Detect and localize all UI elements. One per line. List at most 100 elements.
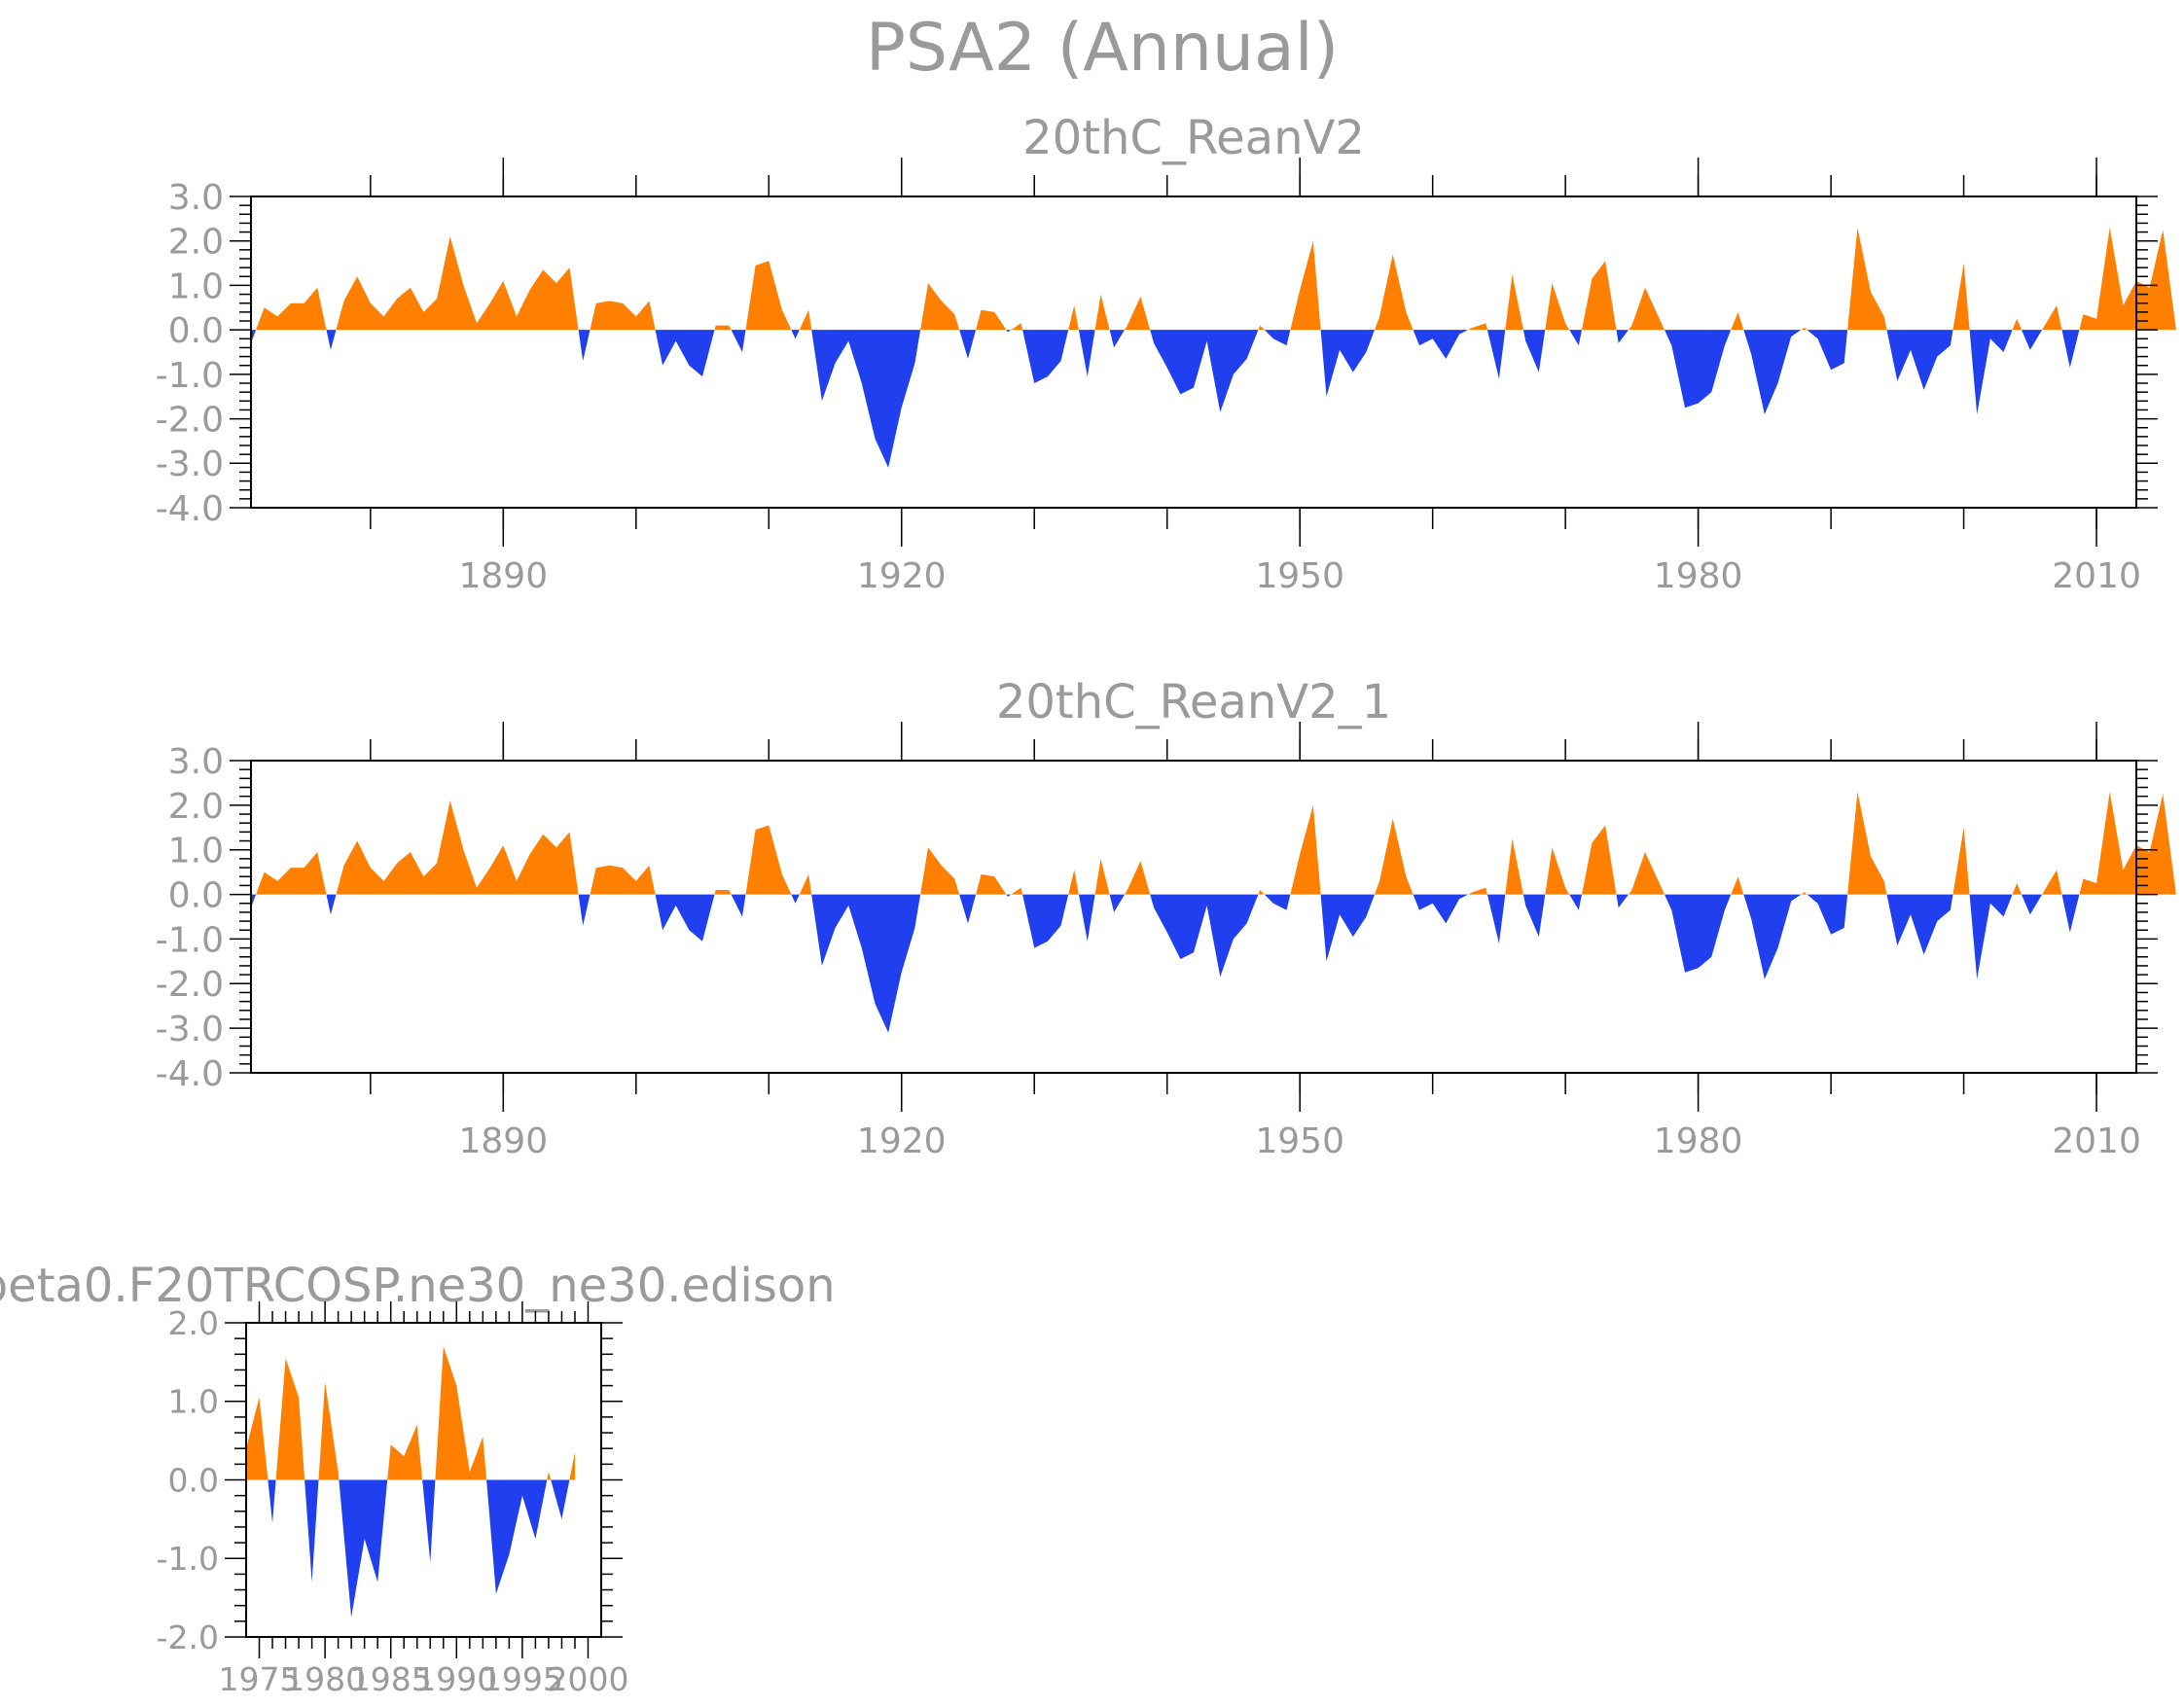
positive-anomaly-area — [1375, 254, 1414, 331]
negative-anomaly-area — [1150, 330, 1259, 412]
positive-anomaly-area — [714, 325, 732, 331]
negative-anomaly-area — [1743, 330, 1802, 414]
positive-anomaly-area — [1068, 870, 1079, 895]
negative-anomaly-area — [1522, 894, 1546, 938]
negative-anomaly-area — [1807, 894, 1848, 935]
positive-anomaly-area — [976, 309, 1007, 331]
positive-anomaly-area — [1505, 274, 1523, 331]
positive-anomaly-area — [2079, 228, 2176, 331]
negative-anomaly-area — [326, 894, 337, 915]
negative-anomaly-area — [791, 330, 800, 339]
positive-anomaly-area — [1952, 827, 1970, 895]
negative-anomaly-area — [1569, 894, 1582, 910]
positive-anomaly-area — [1582, 261, 1617, 331]
negative-anomaly-area — [339, 1479, 388, 1618]
y-tick-label: 2.0 — [168, 1304, 219, 1342]
negative-anomaly-area — [811, 330, 921, 468]
x-tick-label: 2010 — [2052, 1121, 2141, 1161]
positive-anomaly-area — [336, 236, 579, 331]
y-tick-label: -4.0 — [156, 489, 224, 529]
y-tick-label: -4.0 — [156, 1054, 224, 1094]
negative-anomaly-area — [811, 894, 921, 1033]
negative-anomaly-area — [1006, 894, 1012, 897]
positive-anomaly-area — [1847, 792, 1887, 895]
positive-anomaly-area — [1011, 887, 1023, 895]
negative-anomaly-area — [2061, 894, 2080, 933]
positive-anomaly-area — [1582, 825, 1617, 895]
y-tick-label: 0.0 — [168, 311, 224, 351]
negative-anomaly-area — [251, 330, 257, 343]
negative-anomaly-area — [1886, 894, 1953, 955]
positive-anomaly-area — [1068, 305, 1079, 331]
positive-anomaly-area — [318, 1381, 340, 1480]
positive-anomaly-area — [976, 873, 1007, 895]
positive-anomaly-area — [1545, 847, 1570, 895]
negative-anomaly-area — [326, 330, 337, 350]
positive-anomaly-area — [745, 825, 792, 895]
negative-anomaly-area — [251, 894, 257, 908]
positive-anomaly-area — [1629, 287, 1665, 331]
positive-anomaly-area — [714, 890, 732, 895]
positive-anomaly-area — [256, 287, 327, 331]
positive-anomaly-area — [590, 301, 656, 331]
negative-anomaly-area — [1616, 330, 1629, 343]
x-tick-label: 1980 — [1654, 556, 1743, 596]
positive-anomaly-area — [1094, 294, 1110, 331]
negative-anomaly-area — [1078, 894, 1095, 942]
positive-anomaly-area — [1290, 804, 1321, 895]
negative-anomaly-area — [1320, 894, 1375, 962]
positive-anomaly-area — [590, 865, 656, 895]
negative-anomaly-area — [1886, 330, 1953, 390]
positive-anomaly-area — [799, 309, 812, 331]
positive-anomaly-area — [920, 283, 960, 331]
negative-anomaly-area — [655, 894, 715, 942]
y-tick-label: 3.0 — [168, 742, 224, 782]
positive-anomaly-area — [387, 1425, 423, 1480]
y-tick-label: -2.0 — [157, 1618, 219, 1656]
negative-anomaly-area — [578, 330, 591, 362]
negative-anomaly-area — [2022, 894, 2043, 915]
positive-anomaly-area — [1468, 887, 1487, 895]
negative-anomaly-area — [2061, 330, 2080, 368]
negative-anomaly-area — [959, 330, 977, 359]
negative-anomaly-area — [1969, 330, 2013, 414]
x-tick-label: 1950 — [1255, 1121, 1344, 1161]
positive-anomaly-area — [1468, 323, 1487, 331]
positive-anomaly-area — [1094, 858, 1110, 895]
panel-title: 20thC_ReanV2 — [1022, 111, 1365, 165]
y-tick-label: -1.0 — [156, 356, 224, 396]
x-tick-label: 1980 — [284, 1660, 366, 1698]
negative-anomaly-area — [1665, 330, 1732, 409]
figure-title: PSA2 (Annual) — [866, 10, 1339, 87]
x-tick-label: 1950 — [1255, 556, 1344, 596]
y-tick-label: 3.0 — [168, 178, 224, 218]
panel-20thc-reanv2: 20thC_ReanV2 3.0 2.0 1.0 0.0 -1.0 -2.0 -3.0 -4.0… — [156, 111, 2176, 596]
negative-anomaly-area — [655, 330, 715, 377]
negative-anomaly-area — [268, 1479, 276, 1523]
negative-anomaly-area — [1078, 330, 1095, 377]
negative-anomaly-area — [1264, 330, 1291, 346]
negative-anomaly-area — [1413, 894, 1469, 924]
negative-anomaly-area — [1486, 894, 1506, 943]
positive-anomaly-area — [1125, 296, 1151, 331]
y-tick-label: -1.0 — [157, 1540, 219, 1578]
positive-anomaly-area — [435, 1346, 487, 1480]
negative-anomaly-area — [1006, 330, 1012, 333]
positive-anomaly-area — [547, 1472, 552, 1480]
positive-anomaly-area — [1258, 890, 1265, 895]
y-tick-label: 1.0 — [168, 267, 224, 306]
panel-title: 18.beta0.F20TRCOSP.ne30_ne30.edison — [0, 1259, 836, 1313]
positive-anomaly-area — [275, 1358, 305, 1480]
positive-anomaly-area — [2012, 318, 2022, 331]
negative-anomaly-area — [551, 1479, 570, 1519]
positive-anomaly-area — [569, 1452, 575, 1480]
x-tick-label: 1975 — [219, 1660, 301, 1698]
positive-anomaly-area — [2042, 870, 2062, 895]
positive-anomaly-area — [1952, 263, 1970, 331]
positive-anomaly-area — [1375, 818, 1414, 895]
positive-anomaly-area — [2079, 792, 2176, 895]
positive-anomaly-area — [1011, 323, 1023, 331]
negative-anomaly-area — [2022, 330, 2043, 350]
